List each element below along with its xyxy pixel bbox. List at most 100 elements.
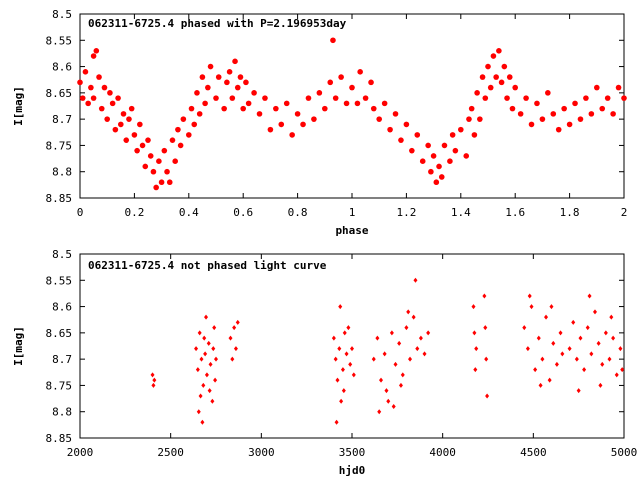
data-point — [447, 158, 453, 164]
data-point — [204, 314, 209, 320]
data-point — [588, 111, 595, 117]
data-point — [196, 111, 203, 117]
data-point — [576, 388, 581, 394]
data-point — [572, 100, 578, 107]
data-point — [177, 142, 184, 149]
data-point — [578, 335, 583, 341]
data-point — [547, 377, 552, 383]
data-point — [150, 168, 157, 175]
data-point — [243, 79, 249, 86]
data-point — [441, 142, 448, 149]
data-point — [335, 377, 340, 383]
data-point — [200, 419, 205, 425]
data-point — [418, 335, 423, 341]
data-point — [128, 105, 135, 112]
data-point — [191, 121, 198, 128]
x-tick-label: 0.4 — [179, 206, 199, 219]
data-point — [560, 351, 565, 357]
x-axis-label: phase — [335, 224, 368, 237]
data-point — [474, 346, 479, 352]
data-point — [422, 351, 427, 357]
data-point — [115, 95, 121, 101]
y-tick-label: 8.85 — [46, 432, 73, 445]
data-point — [413, 277, 418, 283]
data-point — [82, 69, 89, 75]
data-point — [534, 100, 540, 107]
y-tick-label: 8.55 — [46, 34, 73, 47]
data-point — [449, 132, 456, 138]
data-point — [172, 158, 178, 164]
data-point — [205, 84, 211, 91]
data-point — [468, 105, 475, 112]
data-point — [482, 293, 487, 299]
data-point — [473, 367, 478, 373]
y-tick-label: 8.6 — [52, 61, 72, 74]
data-point — [549, 304, 554, 310]
data-point — [300, 121, 306, 128]
data-point — [120, 111, 127, 117]
data-point — [463, 153, 470, 159]
data-point — [483, 325, 488, 331]
data-point — [611, 335, 616, 341]
data-point — [96, 74, 102, 80]
data-point — [403, 121, 410, 128]
data-point — [425, 142, 431, 149]
data-point — [234, 84, 241, 91]
data-point — [337, 346, 342, 352]
data-point — [433, 179, 440, 186]
data-point — [305, 95, 312, 101]
data-point — [245, 100, 252, 107]
data-point — [493, 74, 499, 80]
data-point — [150, 372, 155, 378]
data-point — [232, 58, 238, 65]
data-point — [474, 90, 480, 96]
data-point — [188, 105, 195, 112]
data-point — [479, 74, 486, 80]
data-point — [107, 90, 113, 96]
data-point — [278, 121, 285, 128]
data-point — [342, 330, 347, 336]
data-point — [436, 163, 442, 170]
data-point — [256, 111, 263, 117]
data-point — [77, 79, 83, 86]
data-point — [527, 293, 532, 299]
x-tick-label: 0.6 — [233, 206, 253, 219]
data-point — [338, 304, 343, 310]
data-point — [545, 90, 551, 96]
data-point — [131, 132, 138, 138]
data-point — [145, 137, 151, 143]
data-point — [207, 388, 212, 394]
data-point — [214, 356, 218, 362]
data-point — [357, 69, 363, 75]
data-point — [458, 126, 464, 133]
data-point — [484, 356, 489, 362]
data-point — [340, 367, 345, 373]
data-point — [204, 372, 209, 378]
y-tick-label: 8.7 — [52, 353, 72, 366]
data-point — [536, 335, 541, 341]
data-point — [477, 116, 483, 122]
data-point — [142, 163, 149, 170]
y-tick-label: 8.6 — [52, 301, 72, 314]
data-point — [112, 126, 119, 133]
data-point — [316, 90, 323, 96]
y-tick-label: 8.75 — [46, 139, 73, 152]
data-point — [522, 325, 527, 331]
data-point — [109, 100, 116, 107]
data-point — [375, 335, 380, 341]
data-point — [386, 398, 391, 404]
data-point — [322, 105, 328, 112]
data-point — [156, 158, 162, 164]
data-point — [528, 121, 535, 128]
data-point — [621, 95, 627, 101]
data-point — [327, 79, 334, 86]
data-point — [153, 184, 159, 191]
data-point — [139, 142, 146, 149]
data-point — [203, 351, 208, 357]
data-point — [350, 346, 354, 352]
data-point — [213, 377, 218, 383]
data-point — [237, 74, 244, 80]
y-tick-label: 8.7 — [52, 113, 72, 126]
x-tick-label: 2500 — [157, 446, 184, 459]
data-point — [180, 116, 187, 122]
